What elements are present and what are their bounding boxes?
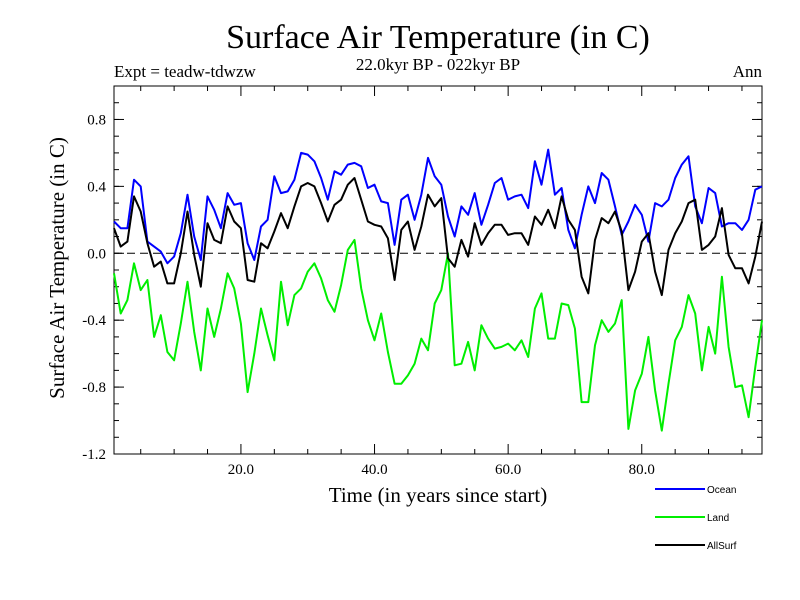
y-tick-label: 0.8 — [87, 112, 106, 128]
legend-label-ocean: Ocean — [707, 485, 736, 496]
experiment-label: Expt = teadw-tdwzw — [114, 62, 256, 81]
y-tick-label: -1.2 — [82, 447, 106, 463]
y-tick-label: 0.0 — [87, 246, 106, 262]
x-tick-label: 60.0 — [495, 462, 521, 478]
legend-label-land: Land — [707, 513, 729, 524]
y-tick-label: 0.4 — [87, 179, 106, 195]
season-label: Ann — [733, 62, 763, 81]
x-axis-label: Time (in years since start) — [329, 483, 548, 507]
chart-title: Surface Air Temperature (in C) — [226, 19, 650, 56]
y-axis-label: Surface Air Temperature (in C) — [45, 137, 69, 399]
series-line-ocean — [113, 148, 763, 265]
y-tick-label: -0.4 — [82, 313, 106, 329]
x-tick-label: 40.0 — [361, 462, 387, 478]
series-line-allsurf — [113, 177, 763, 297]
x-tick-label: 80.0 — [629, 462, 655, 478]
x-tick-label: 20.0 — [228, 462, 254, 478]
y-tick-label: -0.8 — [82, 380, 106, 396]
period-label: 22.0kyr BP - 022kyr BP — [356, 55, 520, 74]
legend-label-allsurf: AllSurf — [707, 541, 737, 552]
series-line-land — [113, 238, 763, 432]
